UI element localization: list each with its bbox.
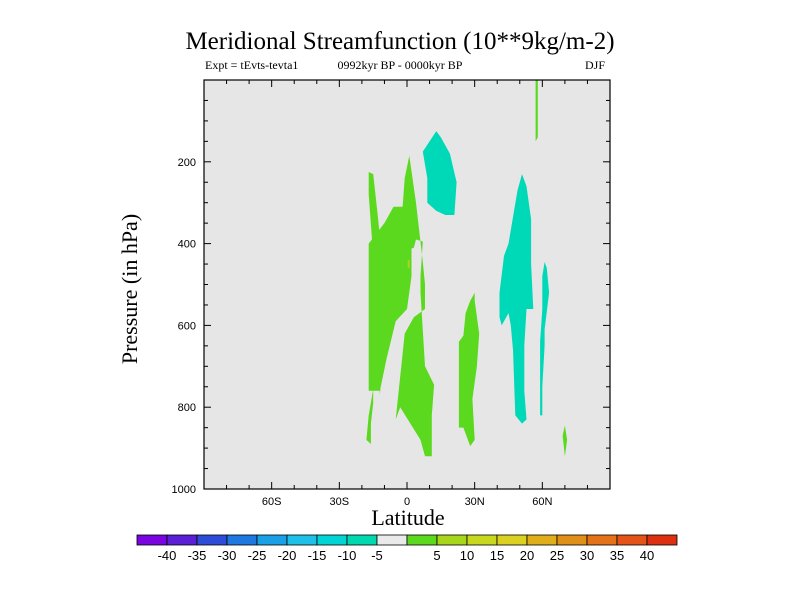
colorbar-label: 30 bbox=[580, 548, 594, 563]
x-tick-label: 0 bbox=[404, 496, 410, 508]
x-tick-label: 60S bbox=[262, 496, 282, 508]
x-tick-label: 30S bbox=[330, 496, 350, 508]
colorbar-label: -10 bbox=[338, 548, 357, 563]
colorbar-label: -15 bbox=[308, 548, 327, 563]
colorbar-label: 15 bbox=[490, 548, 504, 563]
contour-region-negative-cell-45N bbox=[499, 174, 534, 424]
colorbar-label: -40 bbox=[158, 548, 177, 563]
colorbar-swatch bbox=[646, 534, 678, 546]
y-tick-label: 200 bbox=[178, 157, 196, 169]
contour-regions bbox=[366, 80, 568, 457]
y-tick-label: 1000 bbox=[172, 484, 196, 496]
y-tick-label: 800 bbox=[178, 402, 196, 414]
colorbar-label: 35 bbox=[610, 548, 624, 563]
colorbar-swatch bbox=[586, 534, 618, 546]
colorbar-swatch bbox=[316, 534, 348, 546]
colorbar-label: -5 bbox=[371, 548, 383, 563]
colorbar-label: 25 bbox=[550, 548, 564, 563]
colorbar-swatch bbox=[406, 534, 438, 546]
x-axis-label: Latitude bbox=[371, 505, 445, 530]
contour-region-positive-core-20S-0 bbox=[368, 206, 412, 391]
time-range-label: 0992kyr BP - 0000kyr BP bbox=[337, 58, 463, 72]
colorbar-swatch bbox=[346, 534, 378, 546]
experiment-label: Expt = tEvts-tevta1 bbox=[205, 58, 299, 72]
colorbar-swatch bbox=[226, 534, 258, 546]
colorbar-swatch bbox=[286, 534, 318, 546]
colorbar-label: -20 bbox=[278, 548, 297, 563]
x-tick-label: 60N bbox=[532, 496, 552, 508]
contour-region-positive-sliver-57N bbox=[535, 80, 538, 142]
contour-region-positive-spot-70N bbox=[562, 425, 568, 457]
colorbar-label: -35 bbox=[188, 548, 207, 563]
y-tick-label: 600 bbox=[178, 320, 196, 332]
colorbar-swatch bbox=[616, 534, 648, 546]
colorbar-label: 20 bbox=[520, 548, 534, 563]
colorbar-label: -30 bbox=[218, 548, 237, 563]
y-tick-label: 400 bbox=[178, 239, 196, 251]
colorbar-swatch bbox=[166, 534, 198, 546]
colorbar-swatch bbox=[496, 534, 528, 546]
contour-region-negative-strip-60N bbox=[540, 262, 550, 416]
contour-region-positive-band-25N bbox=[458, 292, 480, 447]
colorbar-swatch bbox=[556, 534, 588, 546]
contour-region-positive-band-20S-0 bbox=[366, 155, 435, 457]
chart-title: Meridional Streamfunction (10**9kg/m-2) bbox=[185, 28, 615, 55]
colorbar-label: -25 bbox=[248, 548, 267, 563]
axis-ticks: 60S 30S 0 30N 60N 200 400 600 800 1000 bbox=[172, 80, 610, 508]
colorbar-swatch bbox=[436, 534, 468, 546]
colorbar-swatch bbox=[466, 534, 498, 546]
colorbar-swatch bbox=[136, 534, 168, 546]
colorbar: -40 -35 -30 -25 -20 -15 -10 -5 5 10 15 20 25 30 35 40 bbox=[136, 534, 678, 563]
colorbar-swatch bbox=[526, 534, 558, 546]
colorbar-label: 10 bbox=[460, 548, 474, 563]
contour-region-negative-cell-10N-upper bbox=[422, 131, 457, 215]
x-tick-label: 30N bbox=[465, 496, 485, 508]
season-label: DJF bbox=[585, 58, 606, 72]
colorbar-label: 40 bbox=[640, 548, 654, 563]
colorbar-swatch bbox=[196, 534, 228, 546]
colorbar-label: 5 bbox=[433, 548, 440, 563]
colorbar-swatch bbox=[256, 534, 288, 546]
colorbar-swatch bbox=[376, 534, 408, 546]
contour-region-positive-5to10-spot bbox=[407, 260, 410, 269]
